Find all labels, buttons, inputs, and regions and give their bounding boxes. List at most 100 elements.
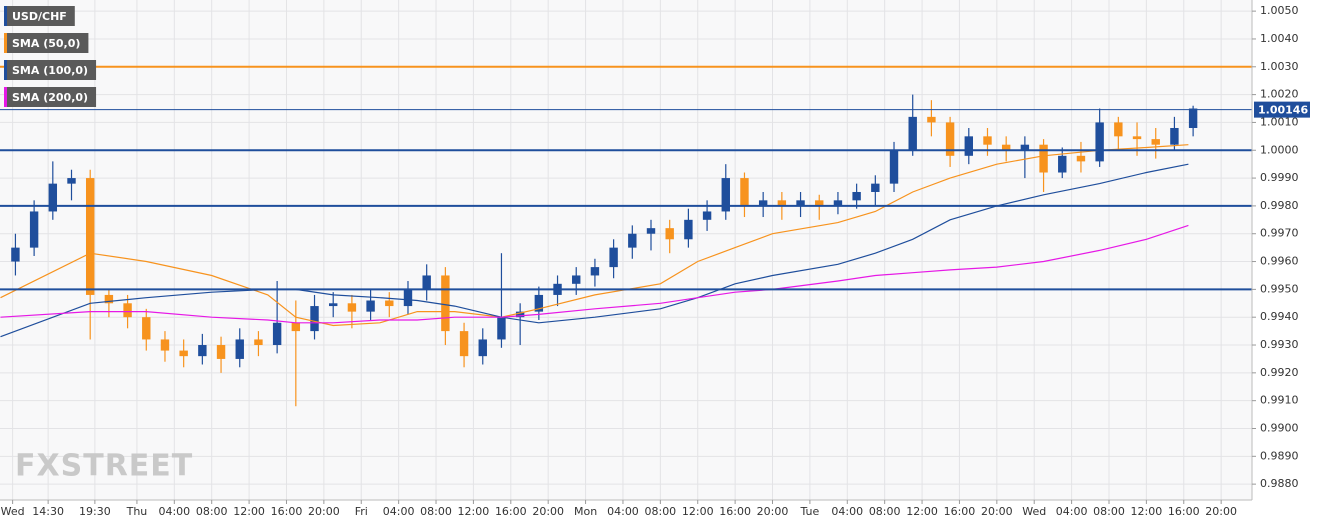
legend: USD/CHF SMA (50,0) SMA (100,0) SMA (200,0)	[4, 6, 97, 107]
candle-body	[889, 150, 899, 184]
candle-body	[329, 303, 338, 307]
x-tick-label: 12:00	[906, 505, 938, 518]
candle-body	[385, 300, 394, 307]
candle-body	[347, 303, 357, 312]
candle-body	[160, 339, 170, 351]
x-tick-label: 16:00	[271, 505, 303, 518]
candle-body	[422, 275, 431, 290]
x-tick-label: Wed	[1, 505, 25, 518]
candle-body	[291, 322, 301, 332]
candle-body	[104, 294, 114, 304]
candle-body	[702, 211, 712, 220]
candle-body	[85, 178, 95, 295]
candle-body	[758, 200, 768, 206]
plot-area	[0, 0, 1252, 500]
candle-body	[459, 331, 469, 357]
y-tick-label: 1.0020	[1260, 88, 1299, 101]
x-tick-label: Wed	[1022, 505, 1046, 518]
x-tick-label: 20:00	[1205, 505, 1237, 518]
x-tick-label: 16:00	[1168, 505, 1200, 518]
legend-swatch	[4, 60, 7, 80]
y-tick-label: 0.9970	[1260, 227, 1299, 240]
x-tick-label: 19:30	[79, 505, 111, 518]
legend-label: SMA (50,0)	[12, 37, 80, 50]
x-tick-label: 04:00	[383, 505, 415, 518]
last-price-label: 1.00146	[1258, 104, 1308, 117]
x-tick-label: 04:00	[158, 505, 190, 518]
y-tick-label: 1.0040	[1260, 32, 1299, 45]
candle-body	[1188, 108, 1198, 128]
candle-body	[777, 200, 787, 206]
candle-body	[572, 275, 581, 284]
y-tick-label: 0.9900	[1260, 421, 1299, 434]
candle-body	[123, 303, 132, 318]
watermark: FXSTREET	[15, 449, 193, 484]
candle-body	[852, 191, 861, 201]
candle-body	[1076, 155, 1086, 162]
y-tick-label: 0.9890	[1260, 449, 1299, 462]
y-tick-label: 0.9910	[1260, 394, 1299, 407]
candle-body	[740, 178, 749, 206]
x-tick-label: 20:00	[981, 505, 1013, 518]
candle-body	[403, 289, 413, 307]
candle-body	[908, 116, 917, 151]
x-tick-label: 12:00	[682, 505, 714, 518]
candle-body	[254, 339, 263, 346]
candle-body	[478, 339, 487, 357]
x-tick-label: 08:00	[420, 505, 452, 518]
candle-body	[67, 178, 76, 184]
candle-body	[179, 350, 188, 357]
candle-body	[945, 122, 955, 156]
x-tick-label: 12:00	[1131, 505, 1163, 518]
candle-body	[366, 300, 375, 312]
candle-body	[1114, 122, 1123, 137]
x-tick-label: Mon	[574, 505, 597, 518]
candle-body	[441, 275, 450, 332]
legend-box	[4, 60, 97, 80]
y-tick-label: 1.0050	[1260, 4, 1299, 17]
x-tick-label: 04:00	[607, 505, 639, 518]
candle-body	[1095, 122, 1104, 162]
x-tick-label: Tue	[799, 505, 819, 518]
candle-body	[534, 294, 544, 312]
candle-body	[609, 247, 618, 268]
candle-body	[590, 267, 600, 276]
marks	[0, 65, 1252, 407]
legend-box	[4, 33, 89, 53]
candle-body	[1058, 155, 1067, 173]
candle-body	[1001, 144, 1011, 151]
x-tick-label: 08:00	[644, 505, 676, 518]
x-tick-label: 04:00	[831, 505, 863, 518]
legend-label: SMA (100,0)	[12, 64, 88, 77]
candle-body	[684, 219, 693, 240]
candle-body	[796, 200, 805, 206]
legend-box	[4, 6, 75, 26]
last-price-box	[1254, 101, 1310, 118]
y-tick-label: 0.9930	[1260, 338, 1299, 351]
legend-label: USD/CHF	[12, 10, 67, 23]
y-tick-label: 1.0030	[1260, 60, 1299, 73]
candle-body	[721, 178, 730, 212]
x-tick-label: 20:00	[757, 505, 789, 518]
candle-body	[964, 136, 973, 156]
candle-body	[871, 183, 880, 192]
x-tick-label: 08:00	[869, 505, 901, 518]
x-tick-label: 16:00	[944, 505, 976, 518]
y-tick-label: 0.9980	[1260, 199, 1299, 212]
legend-swatch	[4, 6, 7, 26]
legend-swatch	[4, 87, 7, 107]
x-tick-label: Fri	[355, 505, 368, 518]
x-tick-label: 12:00	[233, 505, 265, 518]
candle-body	[1020, 144, 1030, 151]
candle-body	[1039, 144, 1048, 173]
x-tick-label: Thu	[126, 505, 148, 518]
candle-body	[48, 183, 58, 212]
x-tick-label: 20:00	[308, 505, 340, 518]
candle-body	[628, 233, 637, 248]
candle-body	[515, 311, 525, 318]
candle-body	[833, 200, 843, 206]
y-tick-label: 1.0000	[1260, 143, 1299, 156]
sma-line	[0, 224, 1189, 324]
candle-body	[665, 228, 674, 240]
